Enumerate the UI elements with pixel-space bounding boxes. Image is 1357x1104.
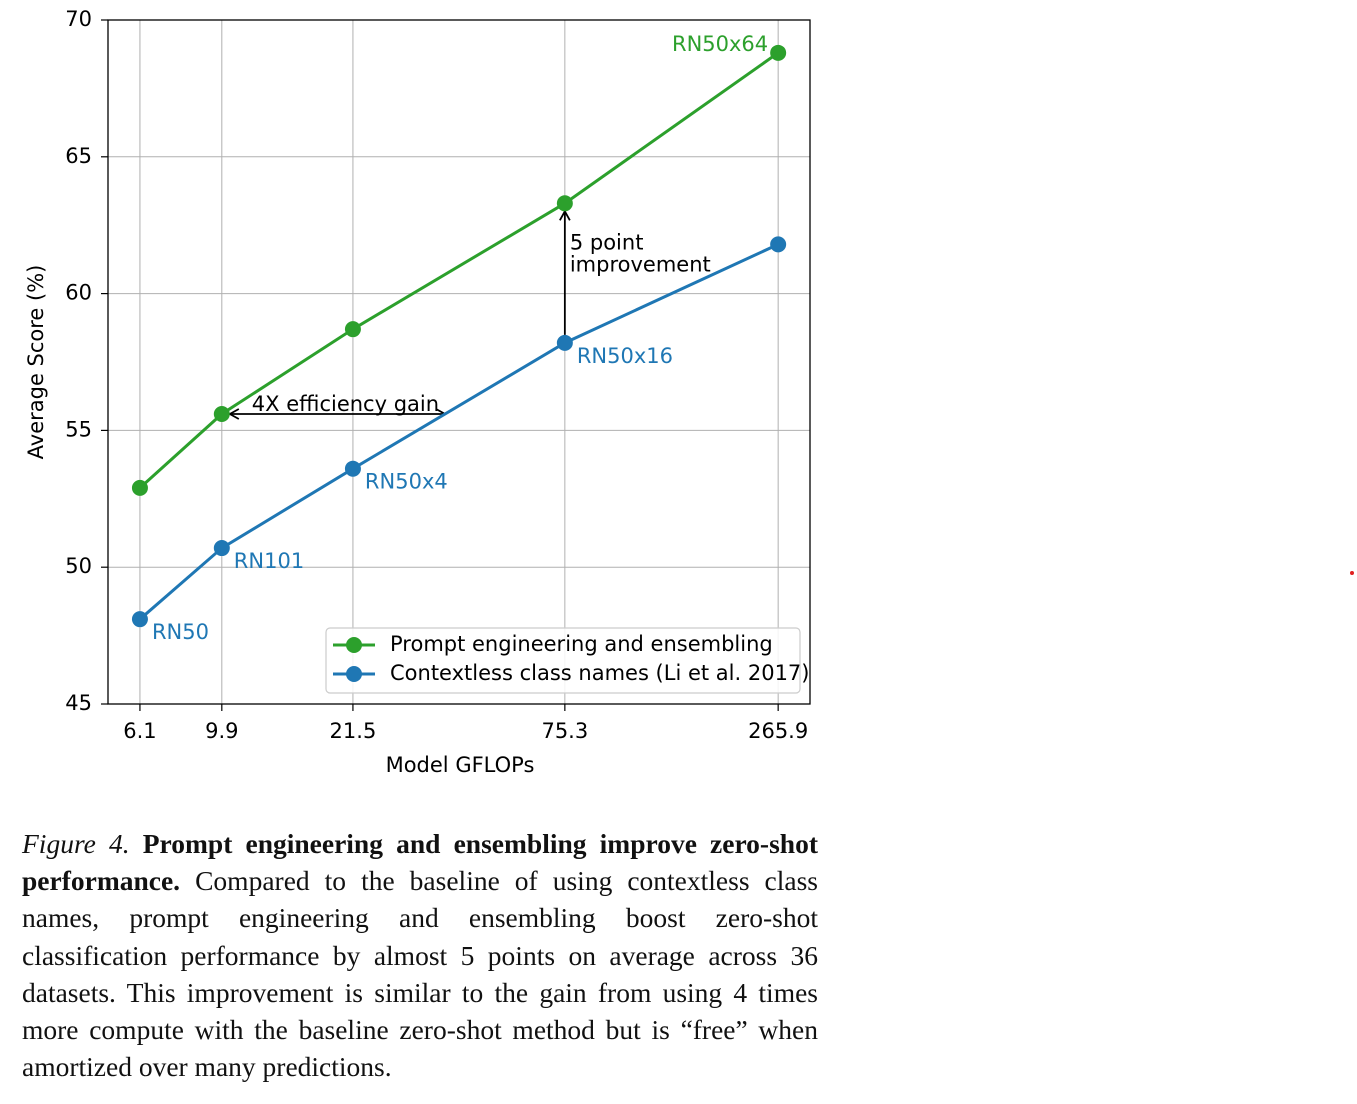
legend-label: Prompt engineering and ensembling [390, 632, 773, 656]
plot-frame [107, 19, 811, 705]
caption-text: Compared to the baseline of using contex… [22, 865, 819, 1083]
point-label: RN50x64 [672, 32, 768, 56]
caption-bold: Prompt engineering and ensembling improv… [22, 828, 818, 897]
legend: Prompt engineering and ensembling Context… [325, 627, 809, 694]
improvement-label: improvement [570, 252, 711, 276]
x-axis-label: Model GFLOPs [386, 753, 535, 777]
data-point [213, 405, 230, 422]
x-tick-label: 21.5 [330, 719, 377, 743]
data-point [213, 540, 230, 557]
caption-label: Figure 4. [22, 828, 130, 859]
y-tick-label: 45 [65, 691, 92, 715]
point-label: RN50 [152, 620, 209, 644]
legend-marker [346, 637, 362, 653]
x-tick-label: 75.3 [541, 719, 588, 743]
y-axis-label: Average Score (%) [24, 265, 48, 460]
legend-marker [346, 666, 362, 682]
y-tick-label: 50 [65, 554, 92, 578]
data-point [131, 479, 148, 496]
data-point [344, 321, 361, 338]
data-point [770, 236, 787, 253]
y-tick-label: 60 [65, 281, 92, 305]
caption: Figure 4. Prompt engineering and ensembl… [22, 825, 818, 1085]
data-point [556, 195, 573, 212]
y-tick-label: 70 [65, 7, 92, 31]
stray-dot [1350, 571, 1354, 575]
point-label: RN50x16 [577, 344, 673, 368]
data-point [131, 611, 148, 628]
y-tick-label: 65 [65, 144, 92, 168]
x-tick-label: 6.1 [123, 719, 156, 743]
data-point [344, 460, 361, 477]
grid [108, 19, 810, 705]
point-label: RN50x4 [365, 470, 448, 494]
x-tick-label: 9.9 [205, 719, 238, 743]
improvement-label: 5 point [570, 230, 644, 254]
legend-box [325, 627, 801, 694]
legend-label: Contextless class names (Li et al. 2017) [390, 661, 809, 685]
data-point [770, 44, 787, 61]
data-point [556, 334, 573, 351]
point-label: RN101 [234, 549, 304, 573]
chart: Model GFLOPs Average Score (%) 45 50 55 60 6… [24, 7, 1354, 777]
y-tick-label: 55 [65, 417, 92, 441]
efficiency-label: 4X efficiency gain [252, 392, 439, 416]
x-tick-label: 265.9 [748, 719, 808, 743]
